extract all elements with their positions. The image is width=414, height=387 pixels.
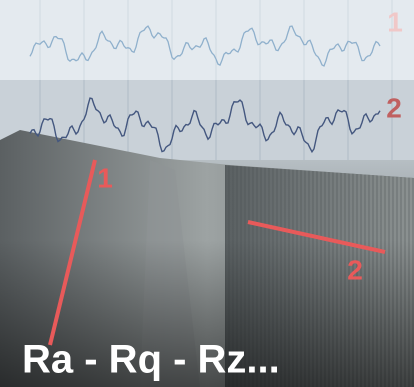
page: 1 2 1 2 Ra - Rq - Rz... (() => { const d… — [0, 0, 414, 387]
surface-label: 2 — [347, 254, 363, 285]
caption: Ra - Rq - Rz... — [22, 338, 280, 382]
profile-label: 2 — [386, 92, 402, 123]
surface-label: 1 — [97, 162, 113, 193]
profile-label: 1 — [387, 6, 403, 37]
illustration: 1 2 1 2 Ra - Rq - Rz... — [0, 0, 414, 387]
